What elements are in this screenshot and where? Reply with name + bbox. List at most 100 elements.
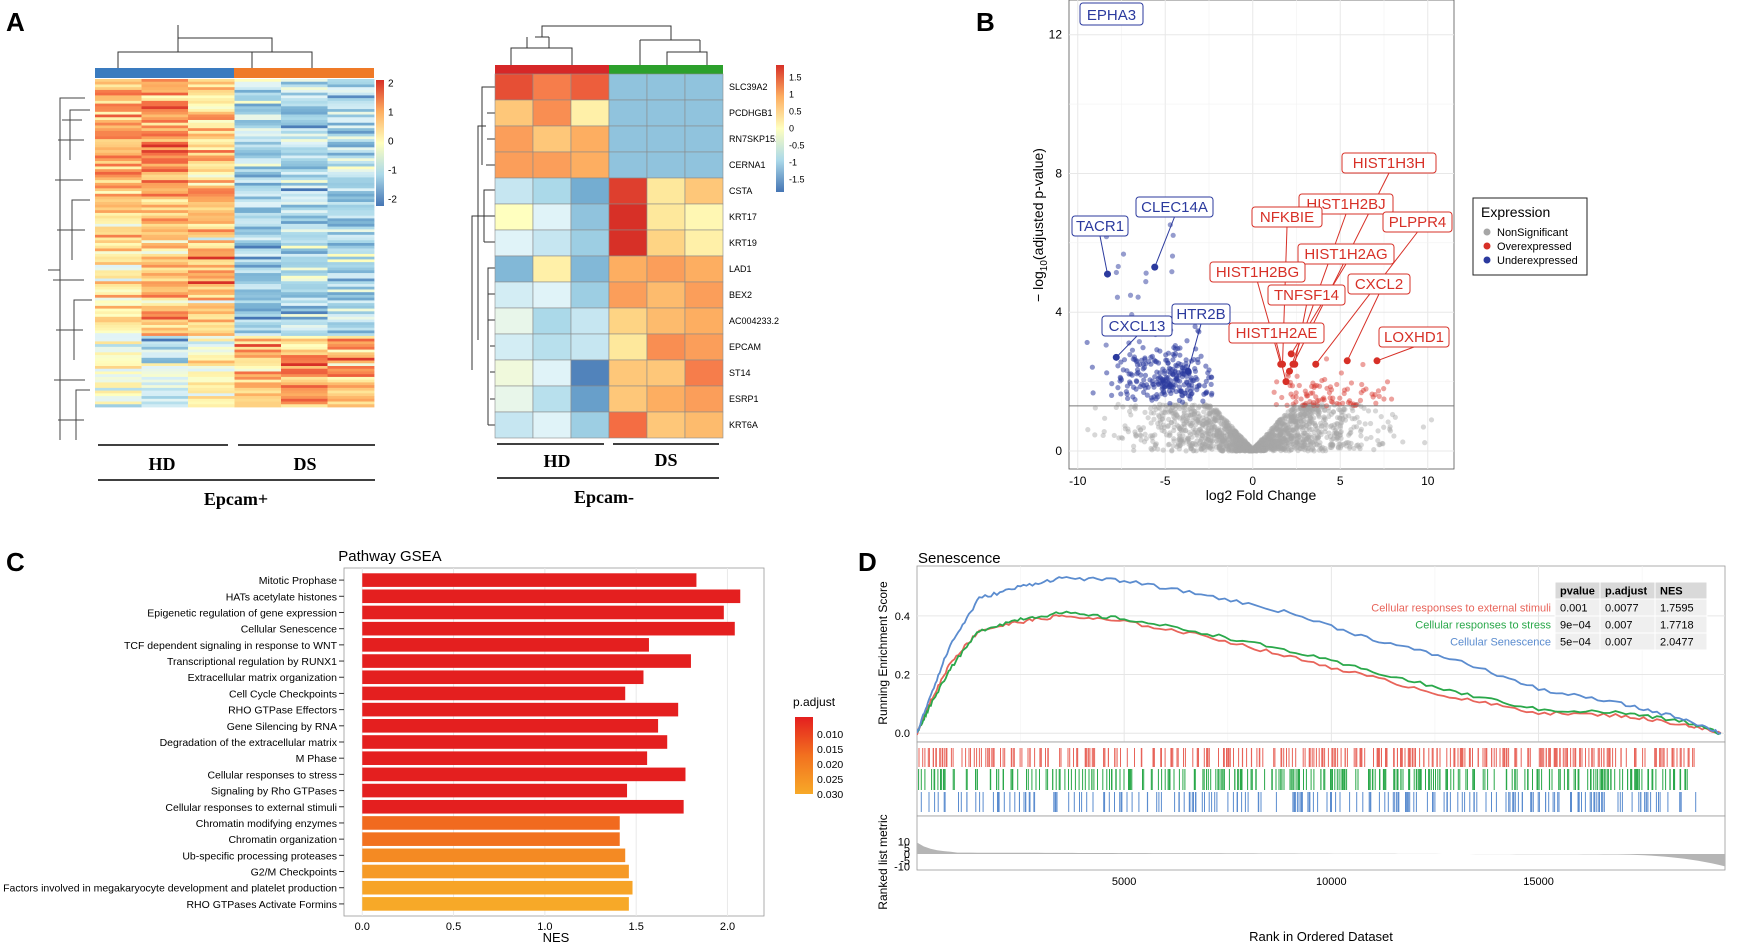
point-nonsignificant	[1222, 425, 1228, 431]
point-nonsignificant	[1185, 407, 1191, 413]
point-nonsignificant	[1222, 436, 1228, 442]
point-nonsignificant	[1261, 440, 1267, 446]
heatmap-cell	[188, 199, 235, 203]
heatmap-cell	[327, 346, 375, 350]
heatmap-cell	[281, 357, 328, 361]
heatmap-cell	[327, 141, 375, 145]
point-nonsignificant	[1191, 411, 1198, 417]
heatmap-cell	[327, 245, 375, 249]
point-nonsignificant	[1298, 405, 1304, 411]
point-nonsignificant	[1212, 412, 1218, 419]
point-nonsignificant	[1231, 430, 1237, 436]
heatmap-cell	[532, 411, 572, 439]
y-tick-label: 12	[1049, 28, 1063, 42]
point-nonsignificant	[1133, 433, 1139, 439]
heatmap-cell	[141, 92, 189, 96]
point-nonsignificant	[1207, 403, 1214, 410]
point-nonsignificant	[1238, 447, 1245, 453]
bar	[362, 897, 629, 911]
heatmap-cell	[234, 95, 282, 99]
point-nonsignificant	[1307, 427, 1313, 433]
point-nonsignificant	[1210, 438, 1216, 444]
point-nonsignificant	[1216, 434, 1222, 440]
heatmap-cell	[141, 401, 189, 405]
heatmap-cell	[95, 316, 142, 320]
heatmap-cell	[95, 150, 142, 154]
point-underexpressed	[1127, 352, 1133, 358]
heatmap-cell	[188, 218, 235, 222]
heatmap-cell	[141, 180, 189, 184]
heatmap-cell	[234, 267, 282, 271]
point-nonsignificant	[1218, 437, 1224, 444]
series-name-label: Cellular Senescence	[1450, 637, 1551, 649]
heatmap-cell	[95, 166, 142, 170]
point-nonsignificant	[1301, 430, 1307, 436]
point-nonsignificant	[1188, 446, 1194, 452]
point-nonsignificant	[1234, 432, 1240, 438]
x-tick-label: 1.5	[629, 921, 644, 933]
point-nonsignificant	[1188, 445, 1195, 452]
heatmap-cell	[327, 204, 375, 208]
point-nonsignificant	[1363, 436, 1370, 442]
heatmap-cell	[281, 374, 328, 378]
point-nonsignificant	[1317, 439, 1323, 446]
point-nonsignificant	[1279, 422, 1285, 428]
point-nonsignificant	[1287, 427, 1293, 433]
heatmap-cell	[188, 376, 235, 381]
point-underexpressed	[1139, 381, 1145, 387]
point-nonsignificant	[1237, 438, 1243, 445]
point-underexpressed	[1103, 342, 1109, 348]
point-nonsignificant	[1334, 435, 1340, 441]
heatmap-cell	[608, 333, 648, 361]
heatmap-cell	[327, 122, 375, 126]
point-nonsignificant	[1220, 445, 1227, 451]
point-nonsignificant	[1236, 446, 1242, 452]
point-overexpressed	[1298, 396, 1304, 402]
point-underexpressed	[1203, 390, 1209, 396]
heatmap-cell	[188, 210, 235, 214]
point-nonsignificant	[1231, 430, 1238, 437]
point-nonsignificant	[1175, 414, 1181, 420]
point-nonsignificant	[1256, 442, 1262, 448]
point-nonsignificant	[1162, 407, 1169, 413]
point-nonsignificant	[1253, 448, 1260, 454]
point-nonsignificant	[1199, 433, 1206, 439]
point-underexpressed	[1120, 251, 1127, 257]
point-nonsignificant	[1177, 437, 1183, 443]
point-nonsignificant	[1297, 446, 1304, 452]
heatmap-cell	[327, 106, 375, 110]
point-underexpressed	[1163, 352, 1169, 358]
heatmap-cell	[281, 387, 328, 391]
heatmap-cell	[95, 284, 142, 288]
point-nonsignificant	[1237, 443, 1243, 450]
heatmap-cell	[234, 81, 282, 85]
point-nonsignificant	[1053, 409, 1058, 414]
heatmap-cell	[327, 182, 375, 186]
point-nonsignificant	[1264, 432, 1270, 438]
point-underexpressed	[1118, 391, 1124, 397]
heatmap-cell	[188, 300, 235, 304]
point-nonsignificant	[1187, 443, 1193, 449]
point-label: EPHA3	[1087, 7, 1136, 24]
point-nonsignificant	[1200, 418, 1207, 424]
point-nonsignificant	[1271, 432, 1277, 438]
heatmap-cell	[570, 73, 610, 101]
point-nonsignificant	[1216, 444, 1223, 450]
stats-cell-text: 0.007	[1605, 620, 1633, 632]
point-overexpressed	[1274, 379, 1280, 385]
point-nonsignificant	[1379, 440, 1385, 447]
point-nonsignificant	[1186, 436, 1192, 442]
point-nonsignificant	[1232, 442, 1238, 448]
point-nonsignificant	[1178, 436, 1185, 442]
point-underexpressed	[1114, 294, 1121, 300]
heatmap-cell	[281, 286, 328, 290]
point-nonsignificant	[1316, 409, 1323, 415]
heatmap-cell	[281, 284, 328, 288]
heatmap-cell	[95, 152, 142, 156]
point-nonsignificant	[1323, 422, 1329, 428]
point-nonsignificant	[1214, 410, 1220, 416]
heatmap-cell	[608, 177, 648, 205]
point-nonsignificant	[1372, 408, 1379, 414]
point-nonsignificant	[1236, 447, 1242, 453]
point-underexpressed	[1154, 347, 1160, 353]
